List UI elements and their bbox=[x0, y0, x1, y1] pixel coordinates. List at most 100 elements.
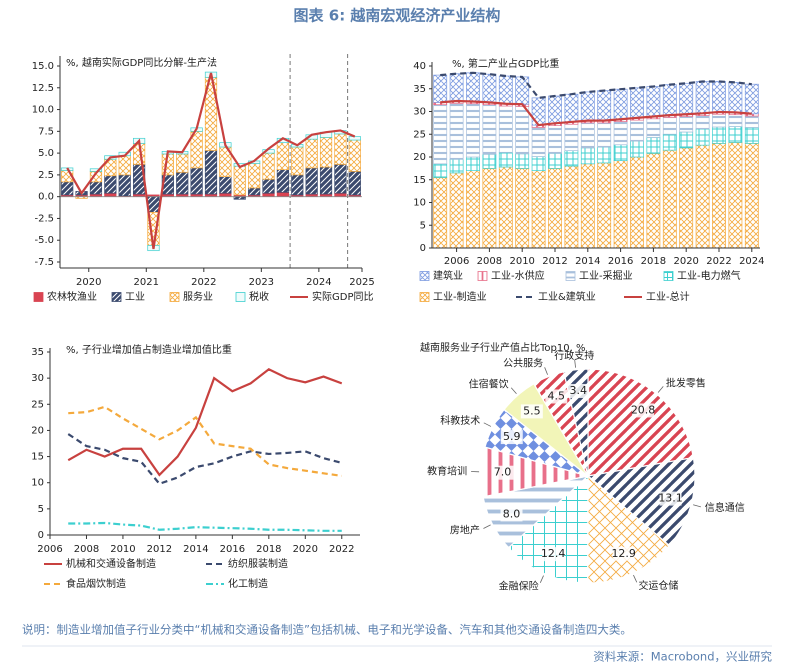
x-tick-label: 2014 bbox=[575, 256, 600, 267]
chart-title: %, 第二产业占GDP比重 bbox=[452, 57, 559, 70]
bar-segment bbox=[564, 150, 579, 167]
legend-swatch bbox=[419, 292, 430, 302]
bar-segment bbox=[712, 143, 726, 249]
leader-line bbox=[510, 387, 517, 395]
bar-segment bbox=[348, 171, 361, 196]
legend-label: 工业-电力燃气 bbox=[677, 269, 741, 282]
bar-segment bbox=[531, 170, 546, 249]
bar-segment bbox=[291, 146, 304, 176]
bar-segment bbox=[104, 175, 117, 194]
bar-segment bbox=[679, 116, 694, 133]
value-label-bg bbox=[491, 465, 514, 480]
category-label: 行政支持 bbox=[554, 349, 594, 362]
bar-segment bbox=[515, 153, 530, 169]
line-series bbox=[67, 433, 343, 486]
value-label-bg bbox=[500, 430, 523, 445]
bar-segment bbox=[695, 128, 710, 146]
line-series bbox=[440, 99, 752, 127]
bar-segment bbox=[548, 153, 562, 169]
bar-segment bbox=[276, 142, 290, 171]
bar-segment bbox=[646, 137, 661, 154]
x-tick-label: 2012 bbox=[542, 256, 567, 267]
bar-segment bbox=[630, 156, 644, 249]
x-tick-label: 2021 bbox=[134, 277, 159, 288]
x-tick-label: 2010 bbox=[509, 256, 534, 267]
category-label: 教育培训 bbox=[427, 464, 467, 477]
bar-segment bbox=[580, 163, 595, 249]
bar-segment bbox=[597, 146, 612, 164]
bar-segment bbox=[348, 136, 361, 141]
bar-segment bbox=[449, 102, 464, 160]
bar-segment bbox=[728, 114, 743, 127]
bar-segment bbox=[118, 155, 131, 176]
bar-segment bbox=[548, 168, 562, 249]
legend-swatch bbox=[169, 292, 180, 302]
bar-segment bbox=[695, 115, 710, 130]
bar-segment bbox=[646, 86, 661, 117]
x-tick-label: 2020 bbox=[293, 544, 318, 555]
legend-label: 工业-总计 bbox=[646, 290, 690, 303]
x-tick-label: 2022 bbox=[191, 277, 216, 288]
bar-segment bbox=[613, 160, 628, 249]
x-tick-label: 2010 bbox=[110, 544, 135, 555]
value-label-bg bbox=[659, 491, 682, 506]
note: 说明：制造业增加值子行业分类中“机械和交通设备制造”包括机械、电子和光学设备、汽… bbox=[22, 623, 632, 637]
x-tick-label: 2008 bbox=[477, 256, 502, 267]
bar-segment bbox=[433, 74, 448, 103]
y-tick-label: 7.5 bbox=[38, 126, 54, 137]
bar-segment bbox=[580, 122, 595, 149]
bar-segment bbox=[564, 165, 579, 249]
legend-swatch bbox=[235, 292, 246, 302]
legend-label: 工业&建筑业 bbox=[538, 290, 596, 303]
bar-segment bbox=[89, 181, 103, 195]
legend-swatch bbox=[477, 271, 488, 281]
bar-segment bbox=[118, 174, 131, 197]
bar-segment bbox=[744, 143, 759, 249]
bar-segment bbox=[646, 153, 661, 249]
y-tick-label: -7.5 bbox=[34, 257, 54, 268]
x-tick-label: 2006 bbox=[444, 256, 469, 267]
legend-swatch bbox=[33, 292, 44, 302]
x-tick-label: 2023 bbox=[249, 277, 274, 288]
pie-slice bbox=[586, 456, 696, 547]
value-label: 7.0 bbox=[494, 466, 512, 479]
bar-segment bbox=[233, 165, 246, 196]
category-label: 科教技术 bbox=[440, 414, 480, 427]
value-label-bg bbox=[567, 383, 590, 398]
chart-title: 越南服务业子行业产值占比Top10, % bbox=[420, 341, 585, 354]
legend-label: 实际GDP同比 bbox=[312, 290, 373, 303]
x-tick-label: 2022 bbox=[329, 544, 354, 555]
bar-segment bbox=[334, 133, 347, 165]
bar-segment bbox=[262, 178, 275, 194]
bar-segment bbox=[548, 125, 562, 154]
bar-segment bbox=[348, 139, 361, 172]
y-tick-label: 40 bbox=[413, 61, 426, 72]
bar-segment bbox=[662, 84, 677, 116]
bar-segment bbox=[744, 127, 759, 144]
bar-segment bbox=[515, 76, 530, 105]
line-series bbox=[68, 405, 342, 478]
legend-label: 工业-制造业 bbox=[433, 290, 487, 303]
x-tick-label: 2020 bbox=[76, 277, 101, 288]
legend-label: 工业 bbox=[125, 291, 145, 303]
category-label: 房地产 bbox=[450, 523, 480, 536]
leader-line bbox=[483, 524, 491, 529]
x-tick-label: 2016 bbox=[608, 256, 633, 267]
legend-swatch bbox=[565, 271, 576, 281]
bar-segment bbox=[695, 144, 710, 249]
bar-segment bbox=[679, 131, 694, 149]
y-tick-label: -5.0 bbox=[34, 235, 54, 246]
y-tick-label: 35 bbox=[31, 347, 44, 358]
pie-slice bbox=[587, 368, 695, 477]
bar-segment bbox=[712, 126, 726, 144]
bar-segment bbox=[262, 152, 275, 180]
bar-segment bbox=[630, 140, 644, 158]
y-tick-label: 25 bbox=[413, 129, 426, 140]
value-label-bg bbox=[520, 404, 543, 419]
bar-segment bbox=[433, 177, 448, 249]
y-tick-label: 20 bbox=[31, 425, 44, 436]
y-tick-label: 15 bbox=[413, 175, 426, 186]
bar-segment bbox=[498, 105, 513, 153]
category-label: 交运仓储 bbox=[638, 579, 678, 592]
leader-line bbox=[544, 367, 548, 375]
